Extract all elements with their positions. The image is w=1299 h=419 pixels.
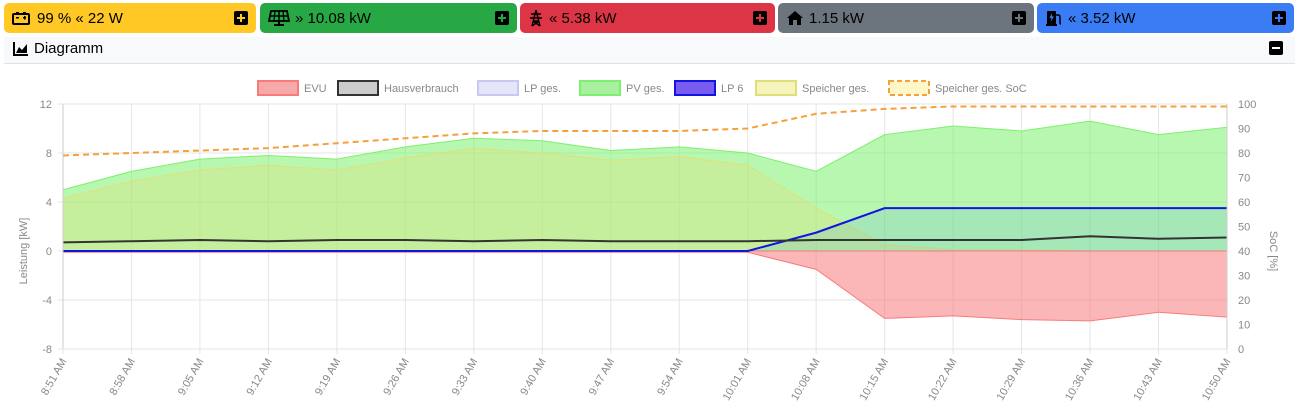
y-axis-label: Leistung [kW] (18, 218, 30, 285)
y2-tick-label: 90 (1238, 124, 1250, 136)
y2-tick-label: 0 (1238, 344, 1244, 356)
soc-line (62, 105, 1227, 157)
legend-item: EVU (257, 80, 327, 96)
expand-icon[interactable] (1012, 11, 1026, 25)
y-tick-label: 12 (40, 99, 52, 111)
legend-swatch (888, 80, 930, 96)
y2-axis-label: SoC [%] (1267, 231, 1279, 271)
chart-areas (62, 120, 1228, 322)
expand-icon[interactable] (753, 11, 767, 25)
legend-item: Speicher ges. (755, 80, 869, 96)
x-tick-label: 10:29 AM (995, 357, 1029, 403)
legend-label: Hausverbrauch (384, 83, 459, 95)
solar-panel-icon (268, 10, 290, 26)
house-value: 1.15 kW (809, 9, 865, 27)
chart-legend: EVU Hausverbrauch LP ges. PV ges. LP 6 Speich… (257, 80, 1027, 96)
y-tick-label: -8 (42, 344, 52, 356)
house-icon (786, 10, 804, 26)
evu-area (62, 250, 1228, 322)
x-tick-label: 10:36 AM (1063, 357, 1097, 403)
pv-tile[interactable]: » 10.08 kW (260, 3, 517, 33)
legend-label: Speicher ges. SoC (935, 83, 1027, 95)
legend-swatch (337, 80, 379, 96)
legend-swatch (674, 80, 716, 96)
x-tick-label: 8:58 AM (107, 357, 138, 398)
y2-tick-label: 10 (1238, 320, 1250, 332)
legend-item: Hausverbrauch (337, 80, 459, 96)
y2-tick-label: 100 (1238, 99, 1256, 111)
legend-label: LP ges. (524, 83, 561, 95)
x-tick-label: 9:40 AM (518, 357, 549, 398)
charge-tile[interactable]: « 3.52 kW (1037, 3, 1294, 33)
y2-tick-label: 60 (1238, 197, 1250, 209)
x-tick-label: 9:33 AM (450, 357, 481, 398)
y-tick-label: 4 (46, 197, 52, 209)
y2-tick-label: 30 (1238, 271, 1250, 283)
x-tick-label: 9:05 AM (176, 357, 207, 398)
expand-icon[interactable] (495, 11, 509, 25)
legend-item: LP ges. (477, 80, 561, 96)
x-tick-label: 10:08 AM (789, 357, 823, 403)
x-tick-label: 10:50 AM (1200, 357, 1234, 403)
y2-tick-label: 80 (1238, 148, 1250, 160)
x-tick-label: 10:01 AM (721, 357, 755, 403)
collapse-icon[interactable] (1269, 41, 1283, 55)
lp6-line (63, 207, 1227, 252)
y-tick-label: 0 (46, 246, 52, 258)
chart-lines (62, 105, 1228, 252)
pv-value: » 10.08 kW (295, 9, 371, 27)
charging-station-icon (1045, 9, 1063, 27)
power-tower-icon (528, 9, 544, 27)
y2-tick-label: 70 (1238, 173, 1250, 185)
legend-swatch (257, 80, 299, 96)
x-tick-label: 10:15 AM (858, 357, 892, 403)
y2-tick-label: 20 (1238, 295, 1250, 307)
legend-swatch (477, 80, 519, 96)
battery-value: 99 % « 22 W (37, 9, 123, 27)
y-tick-label: 8 (46, 148, 52, 160)
legend-label: EVU (304, 83, 327, 95)
x-tick-label: 9:47 AM (587, 357, 618, 398)
grid-value: « 5.38 kW (549, 9, 617, 27)
legend-item: LP 6 (674, 80, 743, 96)
y2-tick-label: 40 (1238, 246, 1250, 258)
panel-title: Diagramm (34, 40, 104, 57)
x-tick-label: 9:26 AM (381, 357, 412, 398)
diagram-header: Diagramm (4, 37, 1295, 64)
x-tick-label: 9:19 AM (313, 357, 344, 398)
pv-area (62, 120, 1228, 252)
x-tick-label: 8:51 AM (39, 357, 70, 398)
y2-tick-label: 50 (1238, 222, 1250, 234)
grid-tile[interactable]: « 5.38 kW (520, 3, 775, 33)
x-tick-label: 9:12 AM (244, 357, 275, 398)
legend-label: LP 6 (721, 83, 743, 95)
legend-swatch (755, 80, 797, 96)
legend-label: PV ges. (626, 83, 665, 95)
expand-icon[interactable] (1272, 11, 1286, 25)
house-tile[interactable]: 1.15 kW (778, 3, 1034, 33)
x-tick-label: 9:54 AM (655, 357, 686, 398)
battery-tile[interactable]: 99 % « 22 W (4, 3, 256, 33)
legend-swatch (579, 80, 621, 96)
legend-label: Speicher ges. (802, 83, 869, 95)
legend-item: PV ges. (579, 80, 665, 96)
area-chart-icon (13, 41, 29, 61)
legend-item: Speicher ges. SoC (888, 80, 1027, 96)
battery-icon (12, 11, 32, 25)
house-consumption-line (62, 235, 1228, 244)
x-tick-label: 10:43 AM (1131, 357, 1165, 403)
charge-value: « 3.52 kW (1068, 9, 1136, 27)
x-tick-label: 10:22 AM (926, 357, 960, 403)
y-tick-label: -4 (42, 295, 52, 307)
expand-icon[interactable] (234, 11, 248, 25)
